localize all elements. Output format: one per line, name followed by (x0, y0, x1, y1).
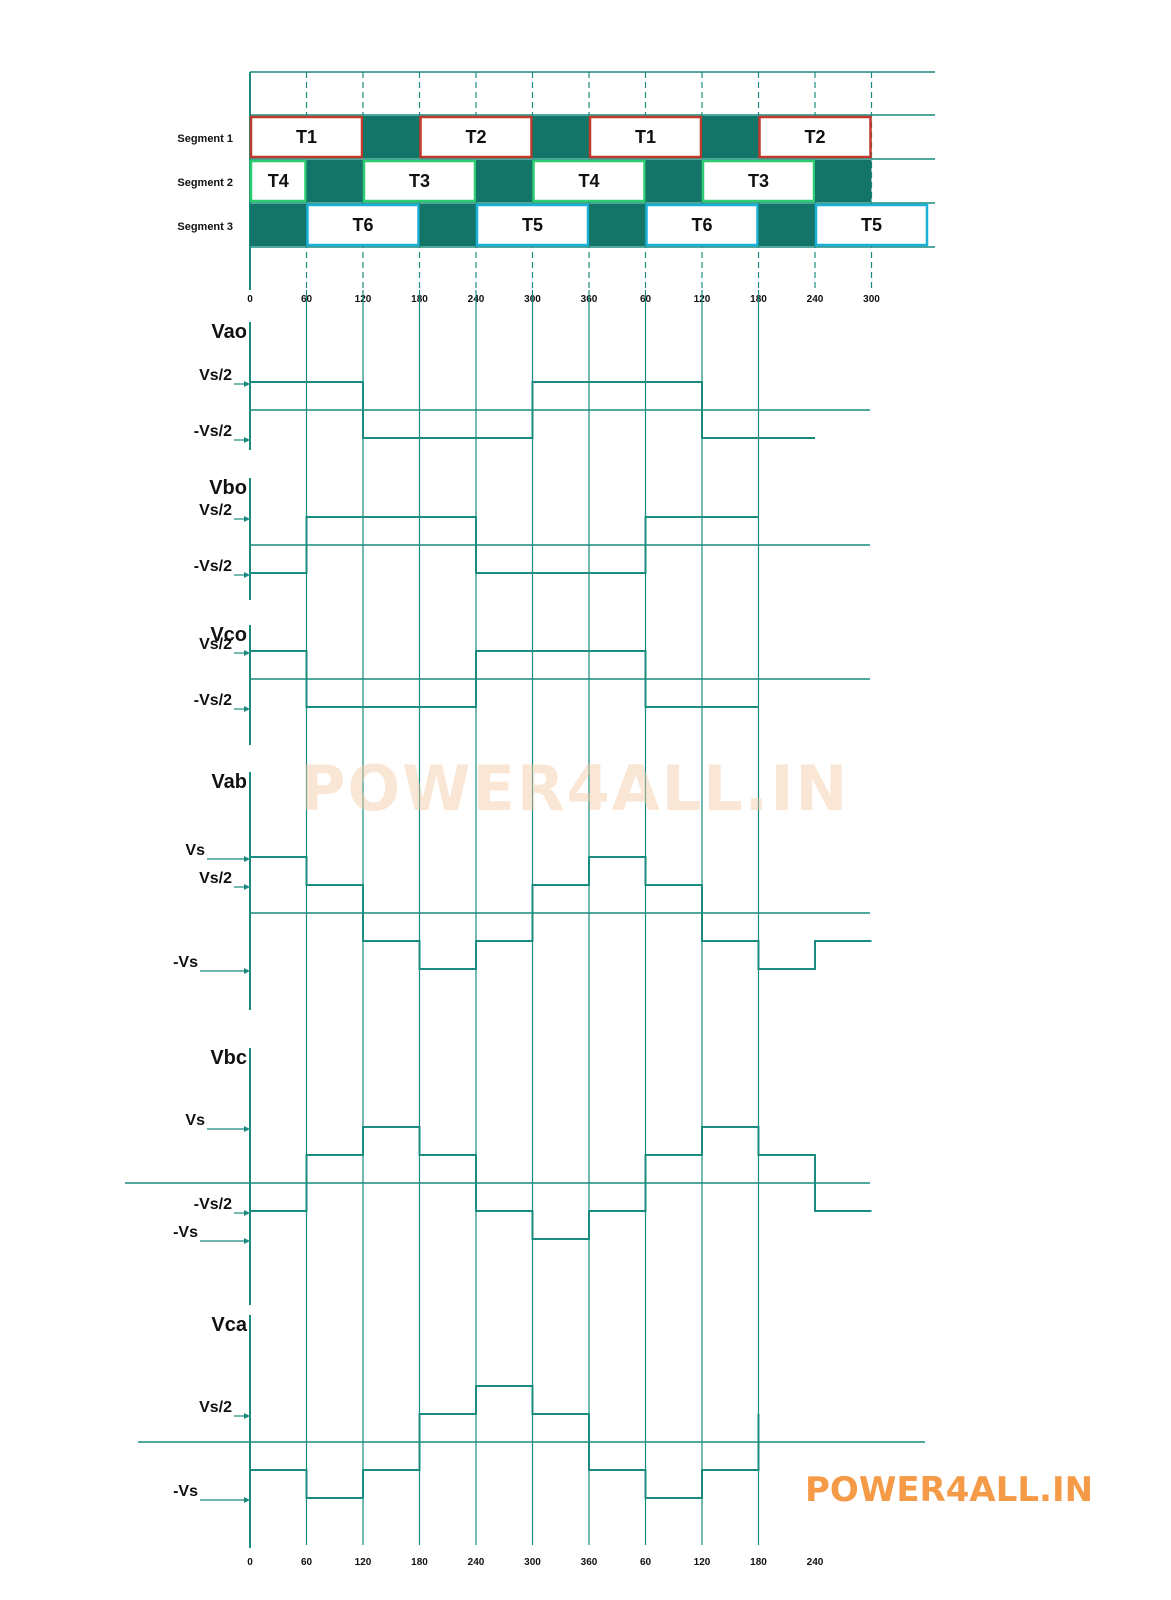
thyristor-label: T4 (268, 171, 289, 191)
waveform-trace-vab (250, 856, 872, 970)
segment-label: Segment 2 (177, 177, 233, 189)
bottom-axis-tick-label: 240 (468, 1557, 485, 1568)
level-label: Vs (185, 842, 205, 859)
thyristor-label: T3 (748, 171, 769, 191)
waveform-trace-vbc (250, 1126, 872, 1240)
level-arrowhead (244, 884, 250, 890)
conduction-gap-fill (250, 204, 307, 246)
level-arrowhead (244, 1238, 250, 1244)
level-label: -Vs/2 (194, 423, 232, 440)
conduction-gap-fill (589, 204, 646, 246)
thyristor-cell-t4 (249, 159, 307, 203)
segment-label: Segment 1 (177, 133, 233, 145)
conduction-gap-fill (363, 116, 420, 158)
segment-label: Segment 3 (177, 221, 233, 233)
level-arrowhead (244, 1210, 250, 1216)
thyristor-cell-t3 (701, 159, 816, 203)
level-arrowhead (244, 856, 250, 862)
level-arrowhead (244, 1413, 250, 1419)
thyristor-label: T6 (352, 215, 373, 235)
level-label: -Vs/2 (194, 1196, 232, 1213)
conduction-gap-fill (419, 204, 476, 246)
waveform-trace-vao (250, 381, 815, 439)
thyristor-cell-t6 (645, 203, 759, 247)
conduction-gap-fill (815, 160, 872, 202)
conduction-gap-fill (645, 160, 702, 202)
thyristor-label: T4 (578, 171, 599, 191)
level-label: -Vs/2 (194, 692, 232, 709)
level-label: Vs/2 (199, 1399, 232, 1416)
bottom-axis-tick-label: 120 (355, 1557, 372, 1568)
waveform-title-vbc: Vbc (210, 1047, 247, 1069)
bottom-axis-tick-label: 60 (640, 1557, 652, 1568)
conduction-gap-fill (532, 116, 589, 158)
bottom-axis-tick-label: 360 (581, 1557, 598, 1568)
bottom-axis-tick-label: 60 (301, 1557, 313, 1568)
level-arrowhead (244, 572, 250, 578)
bottom-axis-tick-label: 120 (694, 1557, 711, 1568)
thyristor-cell-t2 (758, 115, 872, 159)
level-arrowhead (244, 968, 250, 974)
level-arrowhead (244, 516, 250, 522)
waveform-trace-vbo (250, 516, 759, 574)
thyristor-cell-t3 (362, 159, 477, 203)
conduction-gap-fill (702, 116, 759, 158)
conduction-gap-fill (476, 160, 533, 202)
level-label: Vs/2 (199, 367, 232, 384)
watermark-corner-logo: POWER4ALL.IN (805, 1470, 1094, 1510)
conduction-gap-fill (306, 160, 363, 202)
thyristor-label: T6 (691, 215, 712, 235)
thyristor-cell-t5 (814, 203, 929, 247)
waveform-title-vca: Vca (211, 1314, 247, 1336)
watermark-center: POWER4ALL.IN (300, 752, 850, 825)
thyristor-cell-t5 (475, 203, 590, 247)
thyristor-label: T5 (861, 215, 882, 235)
thyristor-cell-t2 (419, 115, 533, 159)
level-arrowhead (244, 1126, 250, 1132)
level-label: Vs/2 (199, 502, 232, 519)
waveform-trace-vca (250, 1385, 760, 1499)
waveform-trace-vco (250, 650, 759, 708)
top-axis-tick-label: 240 (807, 294, 824, 305)
waveform-title-vbo: Vbo (209, 477, 247, 499)
level-arrowhead (244, 381, 250, 387)
bottom-axis-tick-label: 180 (750, 1557, 767, 1568)
thyristor-label: T1 (296, 127, 317, 147)
thyristor-cell-t1 (249, 115, 364, 159)
thyristor-cell-t4 (532, 159, 646, 203)
level-arrowhead (244, 437, 250, 443)
level-label: Vs/2 (199, 636, 232, 653)
thyristor-label: T2 (804, 127, 825, 147)
level-label: -Vs (173, 954, 198, 971)
thyristor-cell-t1 (588, 115, 703, 159)
level-label: Vs/2 (199, 870, 232, 887)
bottom-axis-tick-label: 180 (411, 1557, 428, 1568)
level-arrowhead (244, 1497, 250, 1503)
thyristor-label: T3 (409, 171, 430, 191)
bottom-axis-tick-label: 0 (247, 1557, 253, 1568)
waveform-title-vco: Vco (210, 624, 247, 646)
thyristor-label: T5 (522, 215, 543, 235)
level-label: -Vs (173, 1483, 198, 1500)
bottom-axis-tick-label: 300 (524, 1557, 541, 1568)
thyristor-label: T1 (635, 127, 656, 147)
thyristor-cell-t6 (306, 203, 420, 247)
waveform-title-vab: Vab (211, 771, 247, 793)
level-label: -Vs (173, 1224, 198, 1241)
bottom-axis-tick-label: 240 (807, 1557, 824, 1568)
level-label: -Vs/2 (194, 558, 232, 575)
level-arrowhead (244, 650, 250, 656)
level-label: Vs (185, 1112, 205, 1129)
thyristor-label: T2 (465, 127, 486, 147)
top-axis-tick-label: 0 (247, 294, 253, 305)
waveform-title-vao: Vao (211, 321, 247, 343)
conduction-gap-fill (758, 204, 815, 246)
level-arrowhead (244, 706, 250, 712)
top-axis-tick-label: 300 (863, 294, 880, 305)
